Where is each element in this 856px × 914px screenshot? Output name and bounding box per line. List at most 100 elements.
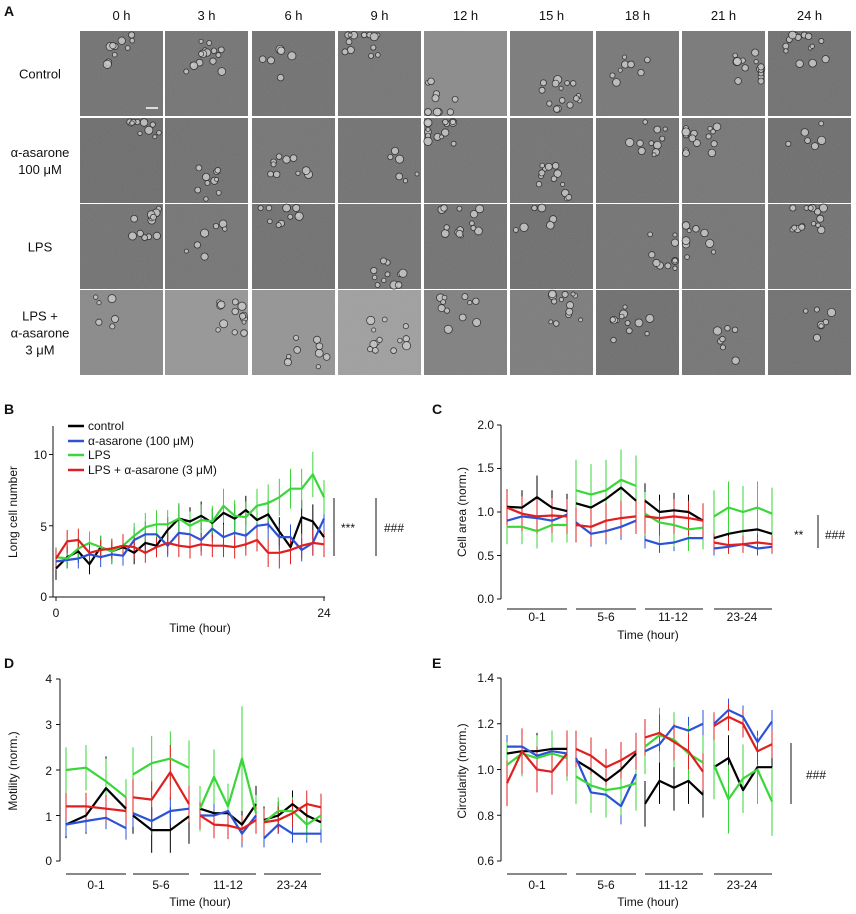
panel-a-time-1: 3 h <box>197 8 215 23</box>
micrograph-cell <box>346 46 355 54</box>
micrograph-grain-r0-c7 <box>682 31 765 116</box>
micrograph-cell <box>395 154 405 164</box>
micrograph-cell <box>402 335 410 343</box>
panel-d-xlabel: Time (hour) <box>169 895 231 909</box>
micrograph-cell <box>810 220 817 227</box>
micrograph-cell <box>539 79 547 87</box>
micrograph-cell <box>815 222 821 228</box>
panel-c-group-2: 11-12 <box>658 610 688 624</box>
micrograph-cell <box>270 161 277 168</box>
panel-a-row-label-1-1: 100 μM <box>18 162 62 177</box>
micrograph-cell <box>96 300 102 306</box>
panel-a-row-label-1-0: α-asarone <box>11 145 70 160</box>
micrograph-cell <box>712 326 723 336</box>
panel-d: D 0 1 2 3 4 0-1 5-6 11-12 23-24 Time (ho… <box>4 655 322 909</box>
micrograph-cell <box>782 42 790 50</box>
panel-e-series-3-group-0 <box>506 750 568 784</box>
panel-e-group-1: 5-6 <box>597 878 615 892</box>
panel-c-ytick-3: 1.5 <box>477 461 494 475</box>
micrograph-grain-r2-c8 <box>768 204 851 289</box>
panel-d-group-1: 5-6 <box>152 878 170 892</box>
micrograph-cell <box>183 248 189 254</box>
micrograph-cell <box>367 346 374 353</box>
micrograph-cell <box>341 48 349 56</box>
micrograph-cell <box>150 213 157 221</box>
micrograph-cell <box>371 274 378 281</box>
legend-label-lps: LPS <box>88 448 111 462</box>
micrograph-cell <box>558 85 564 91</box>
micrograph-cell <box>821 55 830 64</box>
micrograph-cell <box>371 327 377 333</box>
panel-d-series-0-group-0 <box>65 787 127 826</box>
panel-e-ytick-0: 0.6 <box>477 854 494 868</box>
micrograph-cell <box>257 205 264 211</box>
micrograph-cell <box>732 52 738 59</box>
micrograph-cell <box>731 356 740 365</box>
panel-c-xlabel: Time (hour) <box>617 628 679 642</box>
micrograph-cell <box>546 221 555 230</box>
micrograph-cell <box>548 289 557 299</box>
micrograph-cell <box>710 140 718 148</box>
micrograph-cell <box>136 229 144 237</box>
panel-b-sig-hash: ### <box>384 521 404 535</box>
micrograph-cell <box>618 313 625 320</box>
micrograph-cell <box>705 133 712 140</box>
panel-a-time-8: 24 h <box>797 8 822 23</box>
panel-d-series-3-group-0 <box>66 805 127 813</box>
micrograph-cell <box>625 137 635 147</box>
micrograph-cell <box>610 336 617 344</box>
micrograph-cell <box>826 307 837 317</box>
panel-b-ytick-0: 0 <box>40 590 47 604</box>
micrograph-cell <box>202 172 211 182</box>
micrograph-cell <box>293 346 301 354</box>
micrograph-cell <box>664 262 672 270</box>
micrograph-cell <box>681 127 691 137</box>
micrograph-grain-r3-c7 <box>682 290 765 375</box>
panel-a-row-label-3-2: 3 μM <box>25 343 54 358</box>
panel-c-series-2-group-3 <box>713 506 773 518</box>
micrograph-cell <box>551 162 560 170</box>
micrograph-cell <box>107 294 117 304</box>
micrograph-cell <box>441 128 450 137</box>
panel-d-series-1-group-3 <box>263 823 321 840</box>
legend-label-asarone: α-asarone (100 μM) <box>88 434 194 448</box>
panel-e-series-1-group-0 <box>507 745 568 757</box>
micrograph-cell <box>804 137 811 144</box>
panel-c-series-3-group-2 <box>644 515 704 522</box>
micrograph-cell <box>347 32 353 38</box>
panel-b-label: B <box>4 401 14 417</box>
panel-e-group-2: 11-12 <box>658 878 688 892</box>
micrograph-grain-r2-c7 <box>682 204 765 289</box>
micrograph-cell <box>431 94 440 103</box>
micrograph-cell <box>622 54 628 60</box>
micrograph-cell <box>149 121 156 128</box>
micrograph-grain-r2-c4 <box>424 204 507 289</box>
micrograph-cell <box>688 134 697 143</box>
micrograph-cell <box>289 154 298 162</box>
panel-e-series-1-group-2 <box>644 722 704 753</box>
micrograph-grain-r1-c1 <box>165 118 248 203</box>
micrograph-cell <box>692 225 700 233</box>
micrograph-cell <box>394 281 403 289</box>
micrograph-cell <box>282 155 291 164</box>
micrograph-cell <box>659 135 666 142</box>
micrograph-cell <box>128 231 137 241</box>
panel-b-ytick-10: 10 <box>34 448 48 462</box>
micrograph-cell <box>203 196 209 202</box>
micrograph-cell <box>783 48 789 54</box>
panel-a-row-label-3-0: LPS + <box>22 309 58 324</box>
micrograph-cell <box>474 226 483 236</box>
micrograph-cell <box>217 46 225 54</box>
micrograph-cell <box>822 318 830 326</box>
micrograph-cell <box>644 56 651 64</box>
micrograph-cell <box>93 294 99 300</box>
micrograph-cell <box>368 52 374 59</box>
micrograph-cell <box>636 139 644 147</box>
micrograph-cell <box>437 304 446 313</box>
panel-a-time-0: 0 h <box>112 8 130 23</box>
micrograph-cell <box>609 316 616 323</box>
micrograph-cell <box>370 44 377 51</box>
micrograph-grain-r1-c4 <box>424 118 507 203</box>
panel-b-ytick-5: 5 <box>40 520 47 534</box>
micrograph-cell <box>622 304 628 310</box>
